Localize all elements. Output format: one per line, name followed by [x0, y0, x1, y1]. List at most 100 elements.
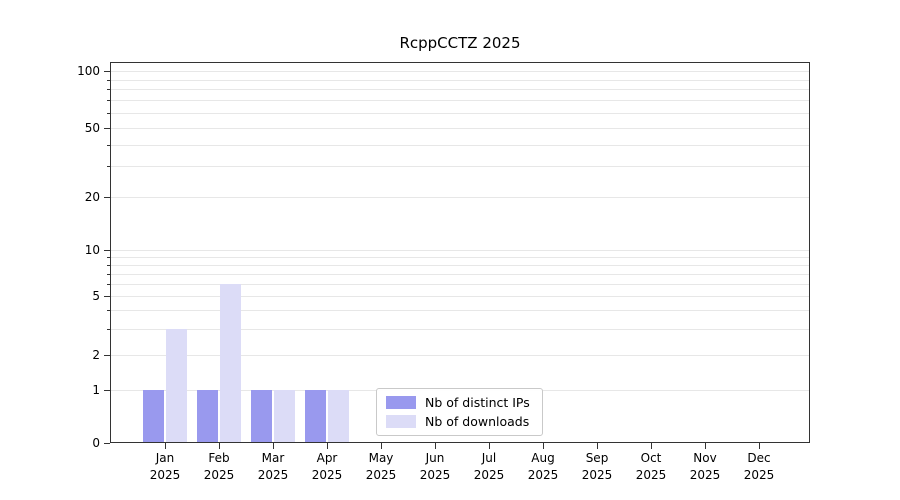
y-tick-label: 10 — [84, 243, 100, 257]
x-tick — [219, 443, 220, 449]
bar-downloads-apr — [328, 390, 349, 442]
x-tick-month: Sep — [585, 451, 609, 465]
y-tick — [104, 128, 110, 129]
y-tick-minor — [107, 310, 110, 312]
x-tick — [543, 443, 544, 449]
x-tick — [651, 443, 652, 449]
x-tick-year: 2025 — [419, 468, 451, 482]
gridline — [111, 71, 809, 72]
y-tick-minor — [107, 144, 110, 146]
gridline — [111, 166, 809, 168]
gridline — [111, 250, 809, 251]
y-tick — [104, 443, 110, 444]
bar-downloads-jan — [166, 328, 187, 442]
x-tick-label: Feb 2025 — [192, 450, 246, 484]
y-tick — [104, 197, 110, 198]
bar-downloads-mar — [274, 390, 295, 442]
x-tick-month: Jun — [425, 451, 445, 465]
gridline — [111, 100, 809, 102]
y-tick-minor — [107, 113, 110, 114]
gridline — [111, 296, 809, 297]
y-tick-label: 5 — [92, 289, 100, 303]
x-tick-label: Nov 2025 — [678, 450, 732, 484]
x-tick — [759, 443, 760, 449]
x-tick — [327, 443, 328, 449]
x-tick-label: Mar 2025 — [246, 450, 300, 484]
x-tick-month: Jan — [155, 451, 175, 465]
bar-distinct-ips-feb — [197, 390, 218, 442]
legend-swatch-downloads — [386, 415, 416, 428]
x-tick-month: Dec — [747, 451, 771, 465]
gridline — [111, 197, 809, 198]
y-tick — [104, 71, 110, 72]
y-tick — [104, 390, 110, 391]
y-tick — [104, 250, 110, 251]
x-tick-year: 2025 — [257, 468, 289, 482]
gridline — [111, 310, 809, 312]
legend-item-distinct-ips: Nb of distinct IPs — [386, 395, 530, 410]
bar-distinct-ips-apr — [305, 390, 326, 442]
gridline — [111, 283, 809, 285]
x-tick-month: Apr — [316, 451, 338, 465]
y-tick-label: 20 — [84, 190, 100, 204]
gridline — [111, 273, 809, 275]
y-tick-minor — [107, 89, 110, 91]
x-tick-month: Nov — [693, 451, 717, 465]
plot-frame — [110, 62, 810, 443]
y-tick-minor — [107, 283, 110, 285]
x-tick-year: 2025 — [743, 468, 775, 482]
gridline — [111, 355, 809, 356]
x-tick-month: Oct — [640, 451, 662, 465]
x-tick-label: Aug 2025 — [516, 450, 570, 484]
x-tick-label: Sep 2025 — [570, 450, 624, 484]
bar-downloads-feb — [220, 283, 241, 442]
x-tick-month: Jul — [481, 451, 497, 465]
y-tick-label: 50 — [84, 121, 100, 135]
x-tick-label: May 2025 — [354, 450, 408, 484]
x-tick-year: 2025 — [149, 468, 181, 482]
y-tick-minor — [107, 100, 110, 102]
x-tick — [165, 443, 166, 449]
gridline — [111, 264, 809, 266]
chart-title: RcppCCTZ 2025 — [399, 34, 521, 52]
x-tick — [489, 443, 490, 449]
y-tick-minor — [107, 273, 110, 275]
x-tick-month: May — [368, 451, 394, 465]
x-tick-label: Jan 2025 — [138, 450, 192, 484]
gridline — [111, 256, 809, 258]
gridline — [111, 128, 809, 129]
x-tick-year: 2025 — [527, 468, 559, 482]
x-tick — [597, 443, 598, 449]
x-tick-year: 2025 — [203, 468, 235, 482]
y-tick-label: 1 — [92, 383, 100, 397]
x-tick-label: Jul 2025 — [462, 450, 516, 484]
x-tick-year: 2025 — [365, 468, 397, 482]
y-tick-label: 100 — [77, 64, 100, 78]
y-tick-minor — [107, 79, 110, 81]
legend: Nb of distinct IPs Nb of downloads — [376, 388, 543, 436]
gridline — [111, 79, 809, 81]
legend-swatch-distinct-ips — [386, 396, 416, 409]
x-tick-month: Aug — [531, 451, 555, 465]
y-tick-minor — [107, 264, 110, 266]
legend-label-distinct-ips: Nb of distinct IPs — [425, 395, 530, 410]
y-tick-label: 2 — [92, 348, 100, 362]
y-tick-label: 0 — [92, 436, 100, 450]
y-tick — [104, 296, 110, 297]
x-tick-year: 2025 — [635, 468, 667, 482]
gridline — [111, 89, 809, 91]
x-tick — [705, 443, 706, 449]
x-tick-year: 2025 — [311, 468, 343, 482]
y-tick-minor — [107, 328, 110, 330]
legend-label-downloads: Nb of downloads — [425, 414, 530, 429]
x-tick — [273, 443, 274, 449]
bar-distinct-ips-jan — [143, 390, 164, 442]
legend-item-downloads: Nb of downloads — [386, 414, 530, 429]
x-tick — [381, 443, 382, 449]
y-tick-minor — [107, 166, 110, 168]
x-tick-month: Mar — [261, 451, 285, 465]
x-tick-label: Dec 2025 — [732, 450, 786, 484]
x-tick-label: Jun 2025 — [408, 450, 462, 484]
x-tick-year: 2025 — [473, 468, 505, 482]
